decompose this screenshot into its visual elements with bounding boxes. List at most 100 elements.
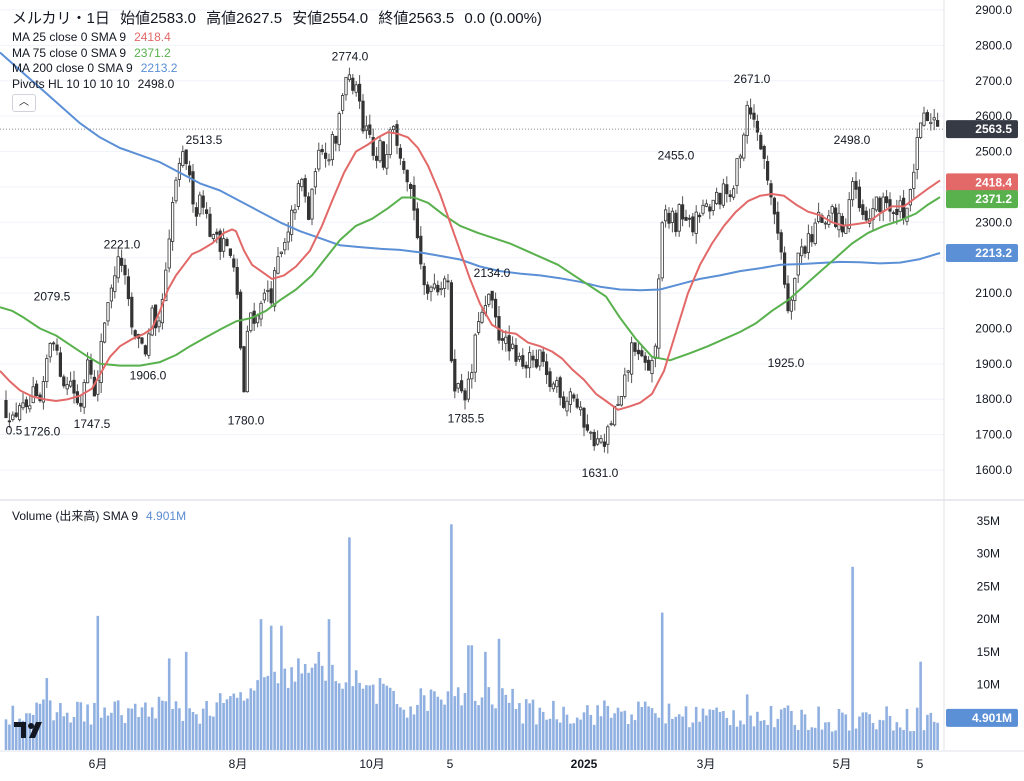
price-tick-label: 1700.0 [975, 428, 1012, 442]
volume-bar [239, 692, 242, 750]
ma200-label: MA 200 close 0 SMA 9 [12, 61, 133, 75]
candle-body [31, 386, 35, 404]
volume-bar [885, 706, 888, 750]
volume-bar [827, 722, 831, 750]
candle-body [698, 214, 702, 218]
ma25-legend[interactable]: MA 25 close 0 SMA 9 2418.4 [12, 30, 548, 46]
ma75-legend[interactable]: MA 75 close 0 SMA 9 2371.2 [12, 46, 548, 62]
volume-bar [69, 722, 72, 750]
volume-bar [783, 707, 786, 750]
volume-bar [402, 709, 406, 750]
candle-body [86, 359, 90, 384]
volume-bar [412, 714, 416, 750]
volume-bar [919, 661, 922, 750]
volume-tick-label: 35M [977, 514, 1000, 528]
candle-body [633, 342, 637, 352]
ma-badge-bg [946, 190, 1018, 209]
candle-body [408, 183, 413, 189]
candle-body [565, 400, 569, 412]
candle-body [834, 207, 838, 227]
candle-body [327, 159, 331, 162]
volume-bar [902, 730, 905, 750]
volume-bar [609, 717, 613, 750]
candle-body [48, 343, 52, 358]
volume-bar [674, 716, 678, 750]
pivots-value: 2498.0 [137, 76, 175, 91]
volume-bar [888, 715, 892, 750]
candle-body [599, 438, 603, 443]
candle-body [439, 287, 443, 291]
moving-average-lines [0, 51, 941, 411]
candle-body [789, 299, 794, 312]
volume-bar [569, 723, 572, 750]
pivot-label: 2513.5 [186, 133, 223, 147]
pivot-labels: 0.5 1726.0 1747.5 2079.5 1906.0 2221.0 2513.5 1… [6, 50, 871, 480]
volume-bar [521, 723, 525, 750]
volume-bar [562, 706, 565, 750]
volume-bar [752, 726, 756, 750]
volume-bar [524, 699, 528, 750]
tradingview-logo-icon[interactable] [12, 718, 46, 742]
volume-bar [358, 682, 361, 750]
candle-body [184, 149, 188, 165]
ohlc-low: 安値2554.0 [292, 10, 368, 27]
price-axis[interactable]: 2900.02800.02700.02600.02500.02400.02300… [975, 3, 1012, 477]
candle-body [684, 216, 688, 221]
candle-body [779, 232, 783, 253]
volume-bar [759, 720, 763, 750]
pivot-label: 2134.0 [474, 266, 511, 280]
volume-bar [395, 704, 399, 750]
volume-bar [708, 709, 712, 750]
time-tick-label: 5月 [833, 757, 852, 771]
candle-body [215, 231, 219, 235]
pivot-label: 2498.0 [834, 133, 871, 147]
volume-bar [477, 705, 480, 750]
volume-bar [150, 707, 154, 750]
candle-body [425, 284, 430, 294]
volume-bar [11, 705, 15, 750]
ohlc-close: 終値2563.5 [378, 10, 454, 27]
volume-bar [327, 619, 331, 750]
candle-body [728, 194, 732, 198]
volume-bar [62, 716, 66, 750]
candle-body [772, 197, 777, 215]
candle-body [929, 121, 933, 125]
volume-bar [215, 702, 219, 750]
time-tick-label: 5 [917, 757, 924, 771]
ma25-label: MA 25 close 0 SMA 9 [12, 30, 127, 44]
volume-bar [586, 705, 589, 750]
pivots-legend[interactable]: Pivots HL 10 10 10 10 2498.0 [12, 77, 548, 93]
candle-body [7, 420, 11, 423]
candle-body [572, 394, 576, 399]
collapse-legend-button[interactable]: ︿ [12, 94, 36, 112]
candle-body [160, 299, 164, 324]
candle-body [388, 129, 392, 155]
candle-body [510, 343, 515, 349]
volume-bar [606, 705, 610, 750]
candle-body [17, 405, 22, 421]
symbol-title[interactable]: メルカリ・1日 [12, 10, 110, 27]
candle-body [667, 212, 671, 224]
volume-bar [732, 710, 735, 750]
volume-axis[interactable]: 35M30M25M20M15M10M5M [977, 514, 1000, 724]
volume-bar [898, 727, 902, 750]
volume-bar [310, 667, 314, 750]
volume-bar [154, 718, 157, 750]
volume-bar [351, 686, 355, 750]
volume-bar [501, 688, 504, 750]
ma200-legend[interactable]: MA 200 close 0 SMA 9 2213.2 [12, 61, 548, 77]
volume-bar [494, 708, 497, 750]
ma75-line [0, 196, 941, 367]
candle-body [442, 278, 447, 289]
candle-body [436, 284, 440, 293]
time-axis[interactable]: 6月 8月 10月 5 2025 3月 5月 5 [89, 757, 924, 771]
volume-bars [4, 524, 939, 750]
candle-body [419, 235, 423, 265]
volume-legend[interactable]: Volume (出来高) SMA 9 4.901M [12, 507, 186, 524]
ma-badge: 2371.2 [975, 192, 1012, 206]
volume-bar [535, 724, 538, 750]
pivot-label: 2079.5 [34, 289, 71, 303]
volume-bar [582, 712, 586, 750]
volume-bar [694, 706, 698, 750]
